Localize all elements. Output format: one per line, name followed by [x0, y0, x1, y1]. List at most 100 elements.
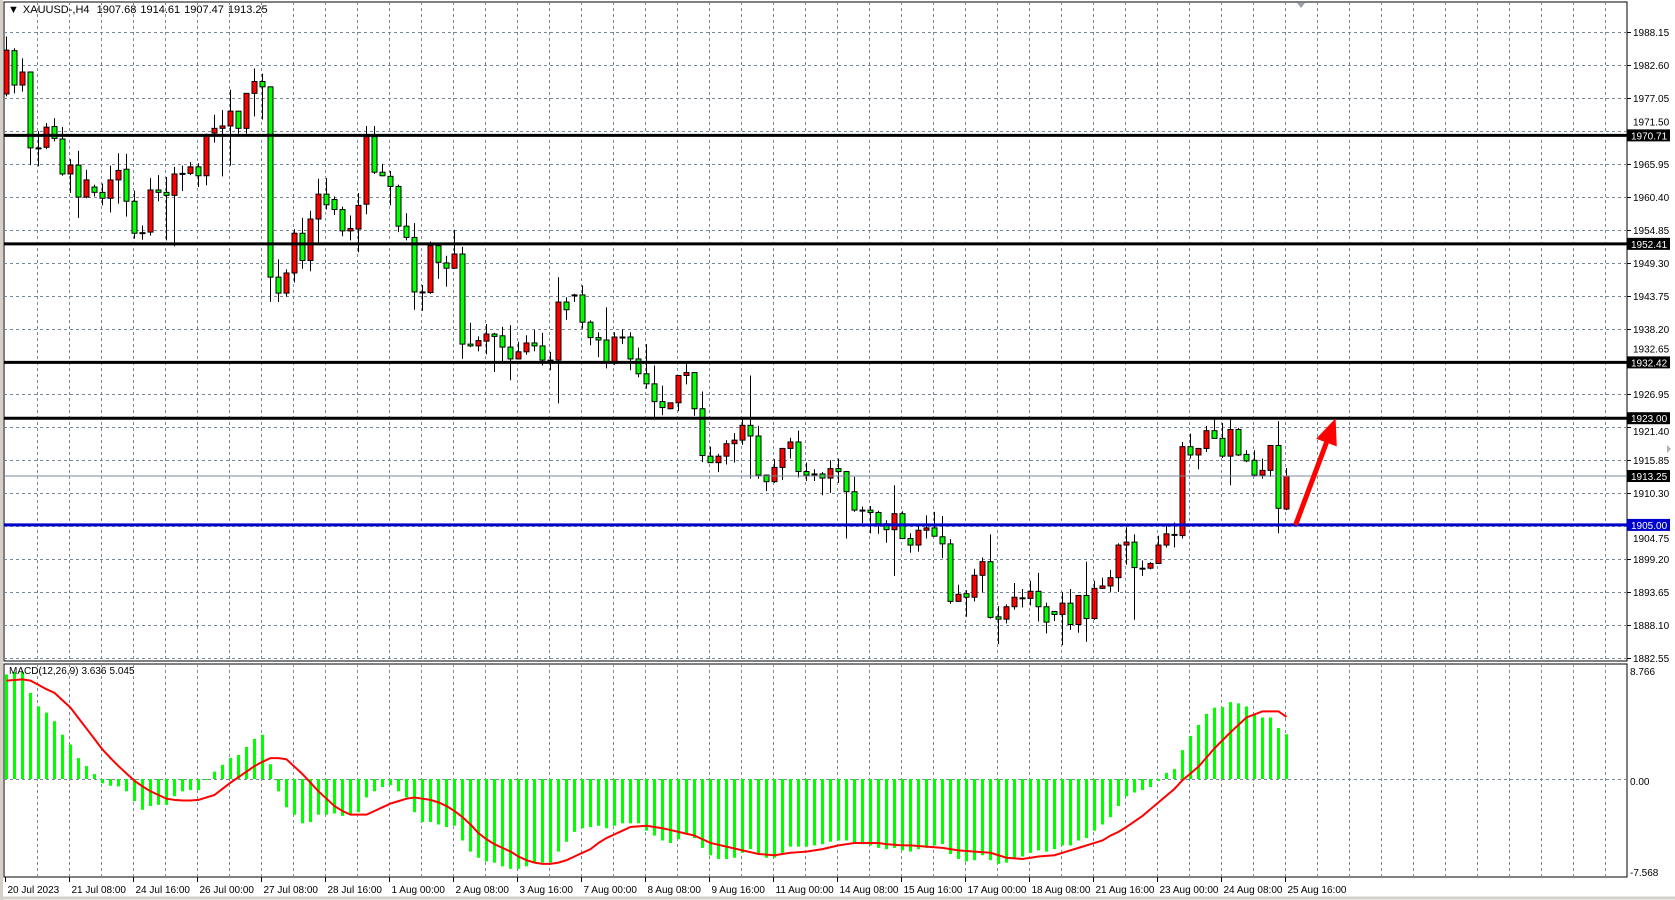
time-tick-label: 24 Aug 08:00 [1224, 885, 1283, 896]
macd-bar [1077, 779, 1080, 841]
macd-bar [301, 779, 304, 824]
candle-body [587, 321, 594, 339]
macd-bar [837, 779, 840, 841]
time-tick-label: 28 Jul 16:00 [328, 885, 383, 896]
candle-body [163, 191, 170, 196]
macd-bar [261, 734, 264, 779]
candle-body [283, 272, 290, 294]
candle-body [595, 337, 602, 341]
candle [411, 223, 418, 310]
candle [683, 363, 690, 385]
candle-body [1139, 567, 1146, 570]
candle-body [811, 473, 818, 476]
macd-bar [717, 779, 720, 859]
candle [1067, 588, 1074, 630]
candle [1187, 433, 1194, 459]
macd-bar [101, 779, 104, 784]
macd-bar [869, 779, 872, 846]
candle-body [307, 218, 314, 262]
macd-bar [509, 779, 512, 869]
candle [811, 469, 818, 482]
macd-bar [669, 779, 672, 843]
macd-bar [381, 779, 384, 787]
macd-bar [989, 779, 992, 861]
macd-bar [613, 779, 616, 826]
candle [923, 515, 930, 539]
time-tick-label: 26 Jul 00:00 [200, 885, 255, 896]
candle [1123, 527, 1130, 565]
candle [675, 375, 682, 412]
macd-bar [1197, 724, 1200, 779]
candle [275, 259, 282, 303]
candle-body [27, 71, 34, 149]
level-price-tag [1627, 470, 1670, 483]
level-price-label: 1932.42 [1631, 358, 1668, 369]
macd-bar [581, 779, 584, 829]
price-tick-label: 1926.95 [1633, 390, 1670, 401]
candle [939, 516, 946, 559]
candle-body [795, 441, 802, 473]
candle [1219, 422, 1226, 458]
candle [427, 241, 434, 294]
candle-body [403, 225, 410, 238]
candle-body [755, 435, 762, 476]
scroll-marker-icon [1667, 445, 1671, 453]
candle-body [1147, 562, 1154, 569]
candle [3, 36, 10, 97]
macd-bar [629, 779, 632, 824]
candle [491, 332, 498, 372]
macd-tick-label: 0.00 [1630, 777, 1650, 788]
candle-body [1131, 541, 1138, 569]
macd-bar [1141, 779, 1144, 791]
candle-body [11, 50, 18, 86]
macd-bar [309, 779, 312, 823]
time-tick-label: 27 Jul 08:00 [264, 885, 319, 896]
candle [955, 584, 962, 602]
macd-bar [1045, 779, 1048, 852]
macd-bar [1277, 727, 1280, 779]
close-price: 1913.25 [227, 4, 268, 16]
candle-body [803, 471, 810, 476]
candle-body [475, 340, 482, 347]
macd-bar [85, 766, 88, 779]
candle [219, 109, 226, 177]
candle-body [835, 468, 842, 473]
price-tick-label: 1882.55 [1633, 654, 1670, 665]
macd-bar [269, 764, 272, 779]
candle [363, 125, 370, 215]
macd-bar [1093, 779, 1096, 831]
candle-body [155, 189, 162, 193]
candle-body [211, 127, 218, 134]
price-panel[interactable] [3, 1, 1628, 662]
candle [699, 391, 706, 463]
triangle-down-icon[interactable]: ▼ [8, 4, 19, 16]
macd-bar [1037, 779, 1040, 851]
candle-body [35, 147, 42, 150]
macd-bar [853, 779, 856, 843]
time-tick-label: 18 Aug 08:00 [1032, 885, 1091, 896]
candle-body [1267, 444, 1274, 471]
time-tick-label: 3 Aug 16:00 [520, 885, 574, 896]
candle [163, 176, 170, 241]
candle-body [1123, 541, 1130, 546]
macd-bar [165, 779, 168, 805]
candle-body [659, 401, 666, 409]
chart-shift-marker-icon[interactable] [1297, 3, 1305, 8]
candle-body [147, 189, 154, 233]
candle-body [995, 616, 1002, 620]
candle [355, 192, 362, 253]
candle-body [299, 232, 306, 262]
level-price-label: 1970.71 [1631, 131, 1668, 142]
candle-body [387, 175, 394, 187]
price-tick-label: 1954.85 [1633, 226, 1670, 237]
open-price: 1907.68 [96, 4, 137, 16]
candle-body [1107, 577, 1114, 587]
candle-body [1251, 459, 1258, 476]
candle-body [507, 346, 514, 360]
candle-body [203, 135, 210, 177]
macd-bar [677, 779, 680, 840]
time-tick-label: 21 Aug 16:00 [1096, 885, 1155, 896]
candle [779, 447, 786, 480]
candle [67, 159, 74, 193]
